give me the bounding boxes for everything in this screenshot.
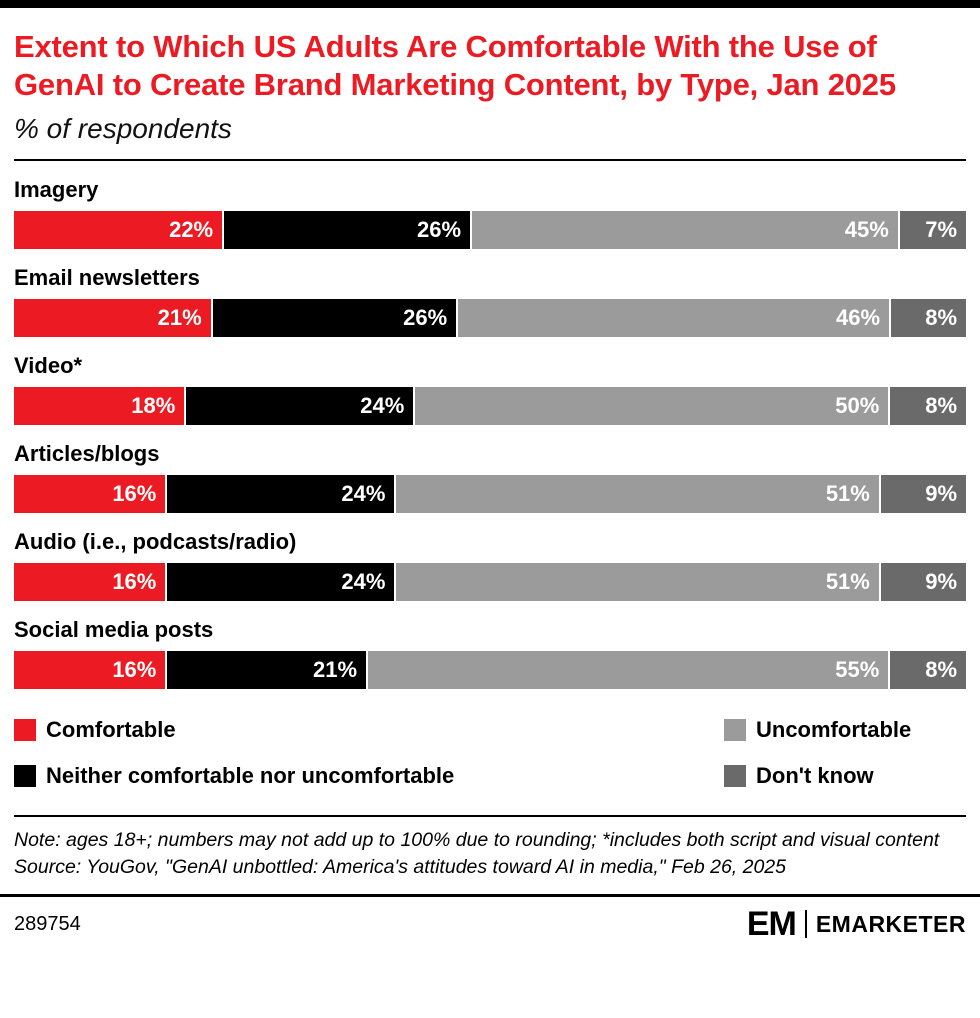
source-text: Source: YouGov, "GenAI unbottled: Americ… xyxy=(14,856,787,879)
segment-value: 18% xyxy=(131,392,176,418)
segment-value: 16% xyxy=(112,480,157,506)
stacked-bar-chart: Imagery 22% 26% 45% 7% Email newsletters 21% 26… xyxy=(14,177,967,689)
segment-value: 50% xyxy=(835,392,880,418)
segment-value: 46% xyxy=(836,304,881,330)
bar-segment-don-t-know: 9% xyxy=(880,474,966,513)
chart-row-audio-i-e-podcasts-radio: Audio (i.e., podcasts/radio) 16% 24% 51% 9% xyxy=(14,529,966,601)
bar-segment-comfortable: 22% xyxy=(14,210,223,249)
bar-segment-neither-comfortable-nor-uncomfortable: 26% xyxy=(224,210,471,249)
stacked-bar: 16% 21% 55% 8% xyxy=(14,650,966,689)
stacked-bar: 22% 26% 45% 7% xyxy=(14,210,966,249)
bar-segment-comfortable: 21% xyxy=(14,298,211,337)
segment-value: 55% xyxy=(835,656,880,682)
divider-notes xyxy=(14,814,966,817)
bar-segment-neither-comfortable-nor-uncomfortable: 21% xyxy=(167,650,367,689)
bar-segment-uncomfortable: 51% xyxy=(396,562,879,601)
stacked-bar: 21% 26% 46% 8% xyxy=(14,298,966,337)
logo-divider-bar xyxy=(804,910,807,939)
legend-item-neither-comfortable-nor-uncomfortable: Neither comfortable nor uncomfortable xyxy=(14,763,724,789)
legend-label: Uncomfortable xyxy=(756,716,912,742)
segment-value: 7% xyxy=(925,216,957,242)
segment-value: 9% xyxy=(925,568,957,594)
bar-segment-comfortable: 16% xyxy=(14,650,166,689)
legend-swatch xyxy=(724,718,746,741)
bar-segment-uncomfortable: 51% xyxy=(396,474,879,513)
legend-label: Neither comfortable nor uncomfortable xyxy=(46,762,455,788)
chart-row-social-media-posts: Social media posts 16% 21% 55% 8% xyxy=(14,617,966,689)
legend-item-comfortable: Comfortable xyxy=(14,717,724,743)
category-label: Imagery xyxy=(14,176,99,202)
segment-value: 24% xyxy=(341,568,386,594)
legend-label: Don't know xyxy=(756,762,874,788)
segment-value: 16% xyxy=(112,568,157,594)
bar-segment-neither-comfortable-nor-uncomfortable: 26% xyxy=(212,298,457,337)
category-label: Video* xyxy=(14,352,83,378)
divider-top xyxy=(14,158,966,161)
segment-value: 26% xyxy=(417,216,462,242)
bar-segment-uncomfortable: 55% xyxy=(368,650,889,689)
chart-row-articles-blogs: Articles/blogs 16% 24% 51% 9% xyxy=(14,441,966,513)
bar-segment-don-t-know: 8% xyxy=(890,386,967,425)
segment-value: 9% xyxy=(925,480,957,506)
category-label: Audio (i.e., podcasts/radio) xyxy=(14,528,297,554)
category-label: Articles/blogs xyxy=(14,440,160,466)
bar-segment-neither-comfortable-nor-uncomfortable: 24% xyxy=(167,562,395,601)
chart-id: 289754 xyxy=(14,912,81,935)
chart-card: Extent to Which US Adults Are Comfortabl… xyxy=(0,8,980,881)
chart-row-imagery: Imagery 22% 26% 45% 7% xyxy=(14,177,966,249)
chart-row-email-newsletters: Email newsletters 21% 26% 46% 8% xyxy=(14,265,966,337)
stacked-bar: 16% 24% 51% 9% xyxy=(14,474,966,513)
segment-value: 16% xyxy=(112,656,157,682)
bar-segment-neither-comfortable-nor-uncomfortable: 24% xyxy=(167,474,395,513)
segment-value: 22% xyxy=(169,216,214,242)
legend-item-uncomfortable: Uncomfortable xyxy=(724,717,966,743)
segment-value: 26% xyxy=(403,304,448,330)
logo-wordmark: EMARKETER xyxy=(815,910,966,937)
segment-value: 8% xyxy=(925,392,958,418)
legend: Comfortable Neither comfortable nor uncom… xyxy=(14,717,966,789)
legend-label: Comfortable xyxy=(46,716,176,742)
segment-value: 24% xyxy=(360,392,405,418)
legend-swatch xyxy=(14,718,36,741)
category-label: Email newsletters xyxy=(14,264,200,290)
segment-value: 8% xyxy=(925,656,957,682)
stacked-bar: 18% 24% 50% 8% xyxy=(14,386,967,425)
footer-divider xyxy=(0,894,980,898)
bar-segment-don-t-know: 8% xyxy=(890,650,966,689)
bar-segment-uncomfortable: 46% xyxy=(458,298,890,337)
segment-value: 21% xyxy=(157,304,202,330)
bar-segment-neither-comfortable-nor-uncomfortable: 24% xyxy=(186,386,414,425)
notes-block: Note: ages 18+; numbers may not add up t… xyxy=(14,827,966,882)
emarketer-logo: EM EMARKETER xyxy=(747,907,966,941)
logo-em-mark: EM xyxy=(746,905,797,944)
segment-value: 45% xyxy=(844,216,889,242)
stacked-bar: 16% 24% 51% 9% xyxy=(14,562,966,601)
category-label: Social media posts xyxy=(14,616,214,642)
segment-value: 51% xyxy=(825,480,870,506)
bar-segment-don-t-know: 7% xyxy=(899,210,966,249)
legend-item-don-t-know: Don't know xyxy=(724,763,966,789)
legend-swatch xyxy=(14,764,36,787)
legend-swatch xyxy=(724,764,746,787)
bar-segment-don-t-know: 8% xyxy=(891,298,966,337)
bar-segment-uncomfortable: 45% xyxy=(472,210,898,249)
segment-value: 21% xyxy=(312,656,358,682)
bar-segment-uncomfortable: 50% xyxy=(415,386,889,425)
chart-subtitle: % of respondents xyxy=(14,112,232,144)
top-border xyxy=(0,0,980,8)
segment-value: 51% xyxy=(825,568,870,594)
bar-segment-don-t-know: 9% xyxy=(880,562,966,601)
footer: 289754 EM EMARKETER xyxy=(0,897,980,955)
segment-value: 24% xyxy=(341,480,386,506)
bar-segment-comfortable: 18% xyxy=(14,386,185,425)
note-text: Note: ages 18+; numbers may not add up t… xyxy=(14,828,940,851)
bar-segment-comfortable: 16% xyxy=(14,474,166,513)
bar-segment-comfortable: 16% xyxy=(14,562,166,601)
chart-row-video: Video* 18% 24% 50% 8% xyxy=(14,352,967,425)
segment-value: 8% xyxy=(925,304,957,330)
chart-title: Extent to Which US Adults Are Comfortabl… xyxy=(14,29,896,103)
